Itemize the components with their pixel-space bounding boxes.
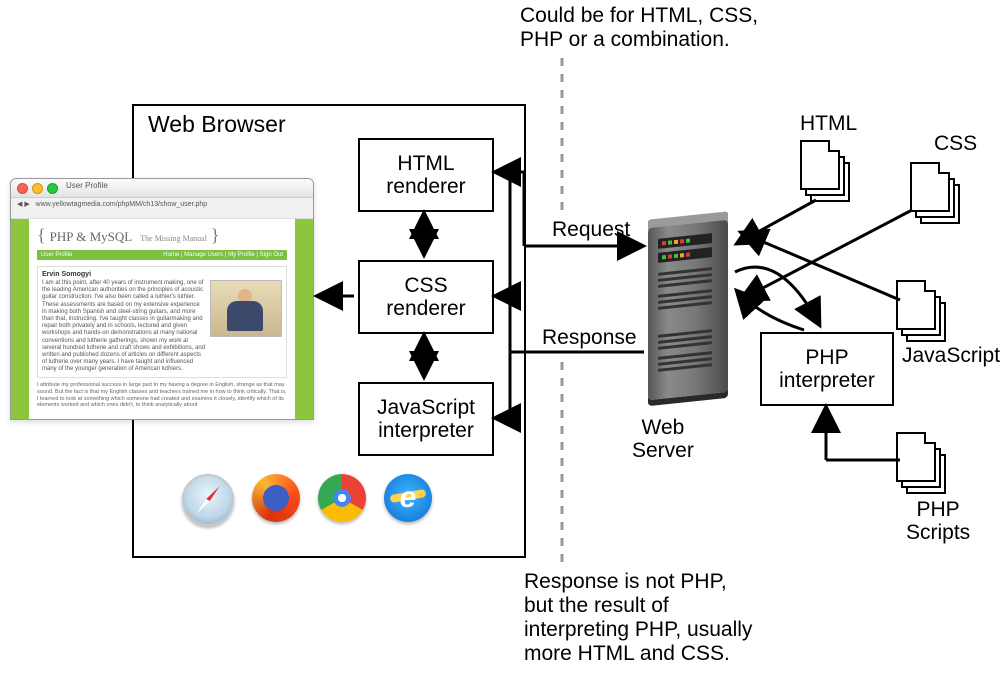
css-renderer-box: CSS renderer	[358, 260, 494, 334]
chrome-icon	[318, 474, 366, 522]
web-server-icon	[648, 210, 728, 410]
mini-navbar: User Profile Home | Manage Users | My Pr…	[37, 250, 287, 260]
rendered-page-preview: User Profile ◀ ▶ www.yellowtagmedia.com/…	[10, 178, 314, 420]
ie-icon	[384, 474, 432, 522]
browser-icons-row	[182, 474, 432, 526]
js-files-label: JavaScript	[902, 344, 1000, 367]
safari-icon	[182, 474, 234, 526]
mini-profile-photo	[210, 280, 282, 337]
request-label: Request	[552, 218, 630, 241]
web-browser-title: Web Browser	[148, 112, 286, 137]
diagram-stage: Could be for HTML, CSS, PHP or a combina…	[0, 0, 1000, 678]
response-label: Response	[542, 326, 637, 349]
annotation-top: Could be for HTML, CSS, PHP or a combina…	[520, 4, 758, 52]
js-interpreter-box: JavaScript interpreter	[358, 382, 494, 456]
zoom-icon	[47, 183, 58, 194]
html-renderer-box: HTML renderer	[358, 138, 494, 212]
mini-page-heading: {PHP & MySQL The Missing Manual}	[37, 225, 287, 246]
php-files-label: PHP Scripts	[906, 498, 970, 544]
js-files-icon	[896, 280, 942, 338]
html-files-icon	[800, 140, 846, 198]
html-files-label: HTML	[800, 112, 857, 135]
mini-tab-title: User Profile	[66, 181, 108, 190]
mini-profile-name: Ervin Somogyi	[42, 271, 282, 278]
minimize-icon	[32, 183, 43, 194]
annotation-bottom: Response is not PHP, but the result of i…	[524, 570, 752, 667]
php-interpreter-box: PHP interpreter	[760, 332, 894, 406]
close-icon	[17, 183, 28, 194]
css-files-label: CSS	[934, 132, 977, 155]
mini-profile-para2: I attribute my professional success in l…	[37, 382, 287, 408]
mini-address-bar: ◀ ▶ www.yellowtagmedia.com/phpMM/ch13/sh…	[11, 198, 313, 219]
firefox-icon	[252, 474, 300, 522]
css-files-icon	[910, 162, 956, 220]
web-server-label: Web Server	[632, 416, 694, 462]
mini-profile-text: I am at this point, after 40 years of in…	[42, 280, 206, 373]
php-files-icon	[896, 432, 942, 490]
